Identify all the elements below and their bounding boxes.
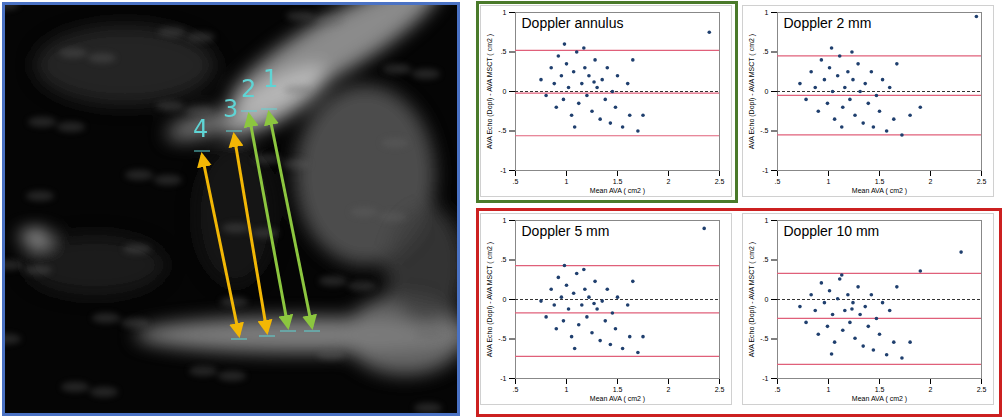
- svg-text:AVA Echo (Dopl) - AVA MSCT ( c: AVA Echo (Dopl) - AVA MSCT ( cm2 ): [748, 242, 756, 357]
- svg-text:4: 4: [193, 115, 208, 143]
- svg-text:AVA Echo (Dopl) - AVA MSCT ( c: AVA Echo (Dopl) - AVA MSCT ( cm2 ): [748, 34, 756, 149]
- svg-text:2.5: 2.5: [977, 386, 987, 393]
- svg-text:-.5: -.5: [760, 127, 768, 134]
- svg-text:Mean AVA ( cm2 ): Mean AVA ( cm2 ): [590, 187, 645, 195]
- svg-text:Doppler 5 mm: Doppler 5 mm: [522, 223, 610, 239]
- svg-text:0: 0: [503, 296, 507, 303]
- svg-text:2: 2: [241, 75, 256, 103]
- svg-text:2.5: 2.5: [715, 386, 725, 393]
- svg-text:1: 1: [565, 178, 569, 185]
- svg-text:0: 0: [765, 296, 769, 303]
- svg-text:1: 1: [565, 386, 569, 393]
- svg-text:.5: .5: [501, 48, 507, 55]
- svg-text:Mean AVA ( cm2 ): Mean AVA ( cm2 ): [590, 395, 645, 403]
- svg-text:0: 0: [503, 88, 507, 95]
- svg-text:-1: -1: [762, 167, 768, 174]
- svg-text:AVA Echo (Dopl) - AVA MSCT ( c: AVA Echo (Dopl) - AVA MSCT ( cm2 ): [486, 242, 494, 357]
- svg-text:1: 1: [765, 9, 769, 16]
- svg-text:2: 2: [667, 178, 671, 185]
- svg-text:0: 0: [765, 88, 769, 95]
- svg-text:-1: -1: [500, 167, 506, 174]
- svg-text:-.5: -.5: [498, 127, 506, 134]
- svg-text:1: 1: [503, 217, 507, 224]
- svg-text:1: 1: [503, 9, 507, 16]
- svg-text:.5: .5: [763, 256, 769, 263]
- svg-text:-.5: -.5: [760, 335, 768, 342]
- svg-text:.5: .5: [501, 256, 507, 263]
- svg-text:1: 1: [827, 386, 831, 393]
- svg-text:-1: -1: [762, 375, 768, 382]
- svg-text:1.5: 1.5: [875, 178, 885, 185]
- svg-text:2.5: 2.5: [977, 178, 987, 185]
- svg-text:-.5: -.5: [498, 335, 506, 342]
- svg-text:1.5: 1.5: [613, 386, 623, 393]
- svg-text:2: 2: [929, 386, 933, 393]
- svg-text:1: 1: [263, 65, 278, 93]
- svg-text:.5: .5: [775, 386, 781, 393]
- svg-text:1: 1: [765, 217, 769, 224]
- svg-text:1.5: 1.5: [613, 178, 623, 185]
- svg-text:1: 1: [827, 178, 831, 185]
- svg-text:.5: .5: [763, 48, 769, 55]
- svg-text:2: 2: [667, 386, 671, 393]
- svg-text:Doppler 2 mm: Doppler 2 mm: [784, 15, 872, 31]
- svg-text:Mean AVA ( cm2 ): Mean AVA ( cm2 ): [852, 395, 907, 403]
- svg-text:2: 2: [929, 178, 933, 185]
- svg-text:Mean AVA ( cm2 ): Mean AVA ( cm2 ): [852, 187, 907, 195]
- svg-text:.5: .5: [513, 178, 519, 185]
- svg-text:2.5: 2.5: [715, 178, 725, 185]
- svg-text:Doppler annulus: Doppler annulus: [522, 15, 624, 31]
- svg-text:AVA Echo (Dopl) - AVA MSCT ( c: AVA Echo (Dopl) - AVA MSCT ( cm2 ): [486, 34, 494, 149]
- svg-text:Doppler 10 mm: Doppler 10 mm: [784, 223, 880, 239]
- svg-text:1.5: 1.5: [875, 386, 885, 393]
- svg-text:.5: .5: [513, 386, 519, 393]
- svg-text:.5: .5: [775, 178, 781, 185]
- svg-text:3: 3: [223, 95, 238, 123]
- svg-text:-1: -1: [500, 375, 506, 382]
